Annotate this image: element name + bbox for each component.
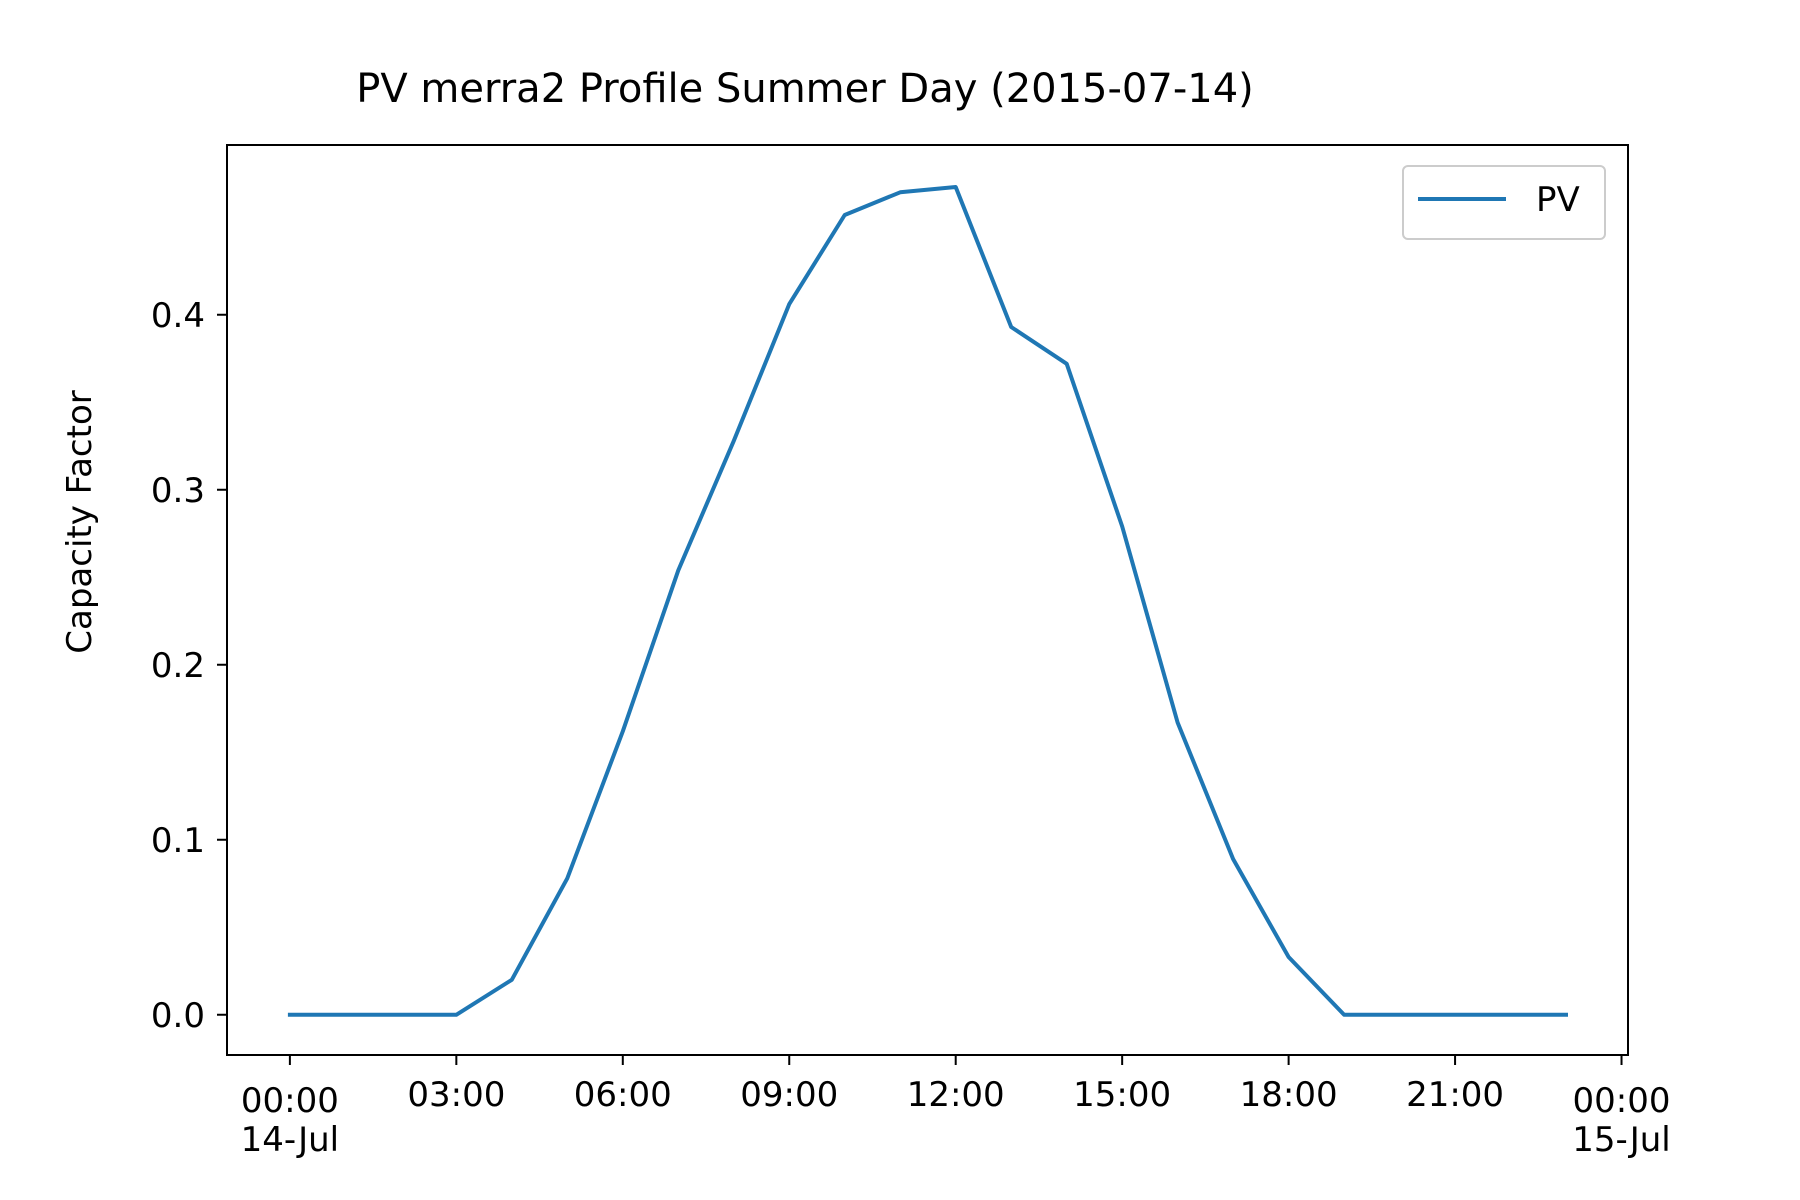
series-layer	[287, 185, 1568, 1017]
x-tick-sublabel: 15-Jul	[1572, 1120, 1670, 1160]
x-tick-label: 00:00	[1573, 1081, 1671, 1121]
x-tick-label: 21:00	[1406, 1075, 1504, 1115]
y-tick-label: 0.4	[151, 296, 205, 336]
x-tick-label: 03:00	[407, 1075, 505, 1115]
legend-label-pv: PV	[1536, 180, 1580, 220]
x-tick-label: 18:00	[1240, 1075, 1338, 1115]
x-tick-label: 00:00	[241, 1081, 339, 1121]
chart-title: PV merra2 Profile Summer Day (2015-07-14…	[356, 66, 1254, 112]
x-tick-label: 12:00	[907, 1075, 1005, 1115]
y-axis-label: Capacity Factor	[60, 390, 100, 653]
y-tick-label: 0.1	[151, 821, 205, 861]
y-tick-label: 0.3	[151, 471, 205, 511]
plot-frame	[226, 144, 1629, 1056]
x-tick-sublabel: 14-Jul	[241, 1120, 339, 1160]
y-tick-label: 0.2	[151, 646, 205, 686]
x-tick-label: 09:00	[740, 1075, 838, 1115]
legend-box	[1402, 165, 1606, 240]
legend: PV	[1402, 165, 1606, 240]
x-tick-label: 06:00	[574, 1075, 672, 1115]
series-line-pv	[287, 185, 1568, 1017]
x-tick-label: 15:00	[1073, 1075, 1171, 1115]
y-tick-label: 0.0	[151, 996, 205, 1036]
